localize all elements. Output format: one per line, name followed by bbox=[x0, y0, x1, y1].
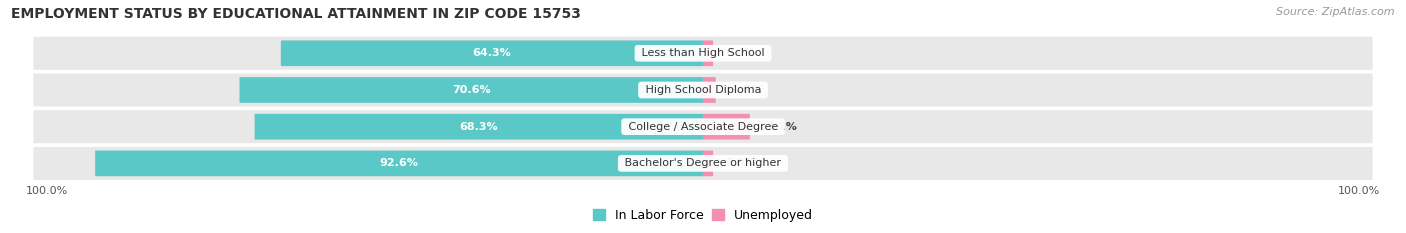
Legend: In Labor Force, Unemployed: In Labor Force, Unemployed bbox=[588, 204, 818, 227]
FancyBboxPatch shape bbox=[239, 77, 703, 103]
FancyBboxPatch shape bbox=[703, 41, 713, 66]
Text: 0.0%: 0.0% bbox=[725, 158, 756, 168]
Text: High School Diploma: High School Diploma bbox=[641, 85, 765, 95]
FancyBboxPatch shape bbox=[34, 73, 1372, 106]
FancyBboxPatch shape bbox=[703, 77, 716, 103]
Text: 70.6%: 70.6% bbox=[453, 85, 491, 95]
Text: 92.6%: 92.6% bbox=[380, 158, 419, 168]
FancyBboxPatch shape bbox=[34, 110, 1372, 143]
FancyBboxPatch shape bbox=[254, 114, 703, 140]
Text: Source: ZipAtlas.com: Source: ZipAtlas.com bbox=[1277, 7, 1395, 17]
Text: Bachelor's Degree or higher: Bachelor's Degree or higher bbox=[621, 158, 785, 168]
Text: 64.3%: 64.3% bbox=[472, 48, 512, 58]
Text: 1.9%: 1.9% bbox=[733, 85, 763, 95]
FancyBboxPatch shape bbox=[703, 114, 749, 140]
Text: 68.3%: 68.3% bbox=[460, 122, 498, 132]
Text: 7.1%: 7.1% bbox=[766, 122, 797, 132]
Text: Less than High School: Less than High School bbox=[638, 48, 768, 58]
FancyBboxPatch shape bbox=[96, 151, 703, 176]
Text: 0.0%: 0.0% bbox=[725, 48, 756, 58]
FancyBboxPatch shape bbox=[34, 147, 1372, 180]
Text: EMPLOYMENT STATUS BY EDUCATIONAL ATTAINMENT IN ZIP CODE 15753: EMPLOYMENT STATUS BY EDUCATIONAL ATTAINM… bbox=[11, 7, 581, 21]
FancyBboxPatch shape bbox=[34, 37, 1372, 70]
FancyBboxPatch shape bbox=[703, 151, 713, 176]
Text: College / Associate Degree: College / Associate Degree bbox=[624, 122, 782, 132]
FancyBboxPatch shape bbox=[281, 41, 703, 66]
